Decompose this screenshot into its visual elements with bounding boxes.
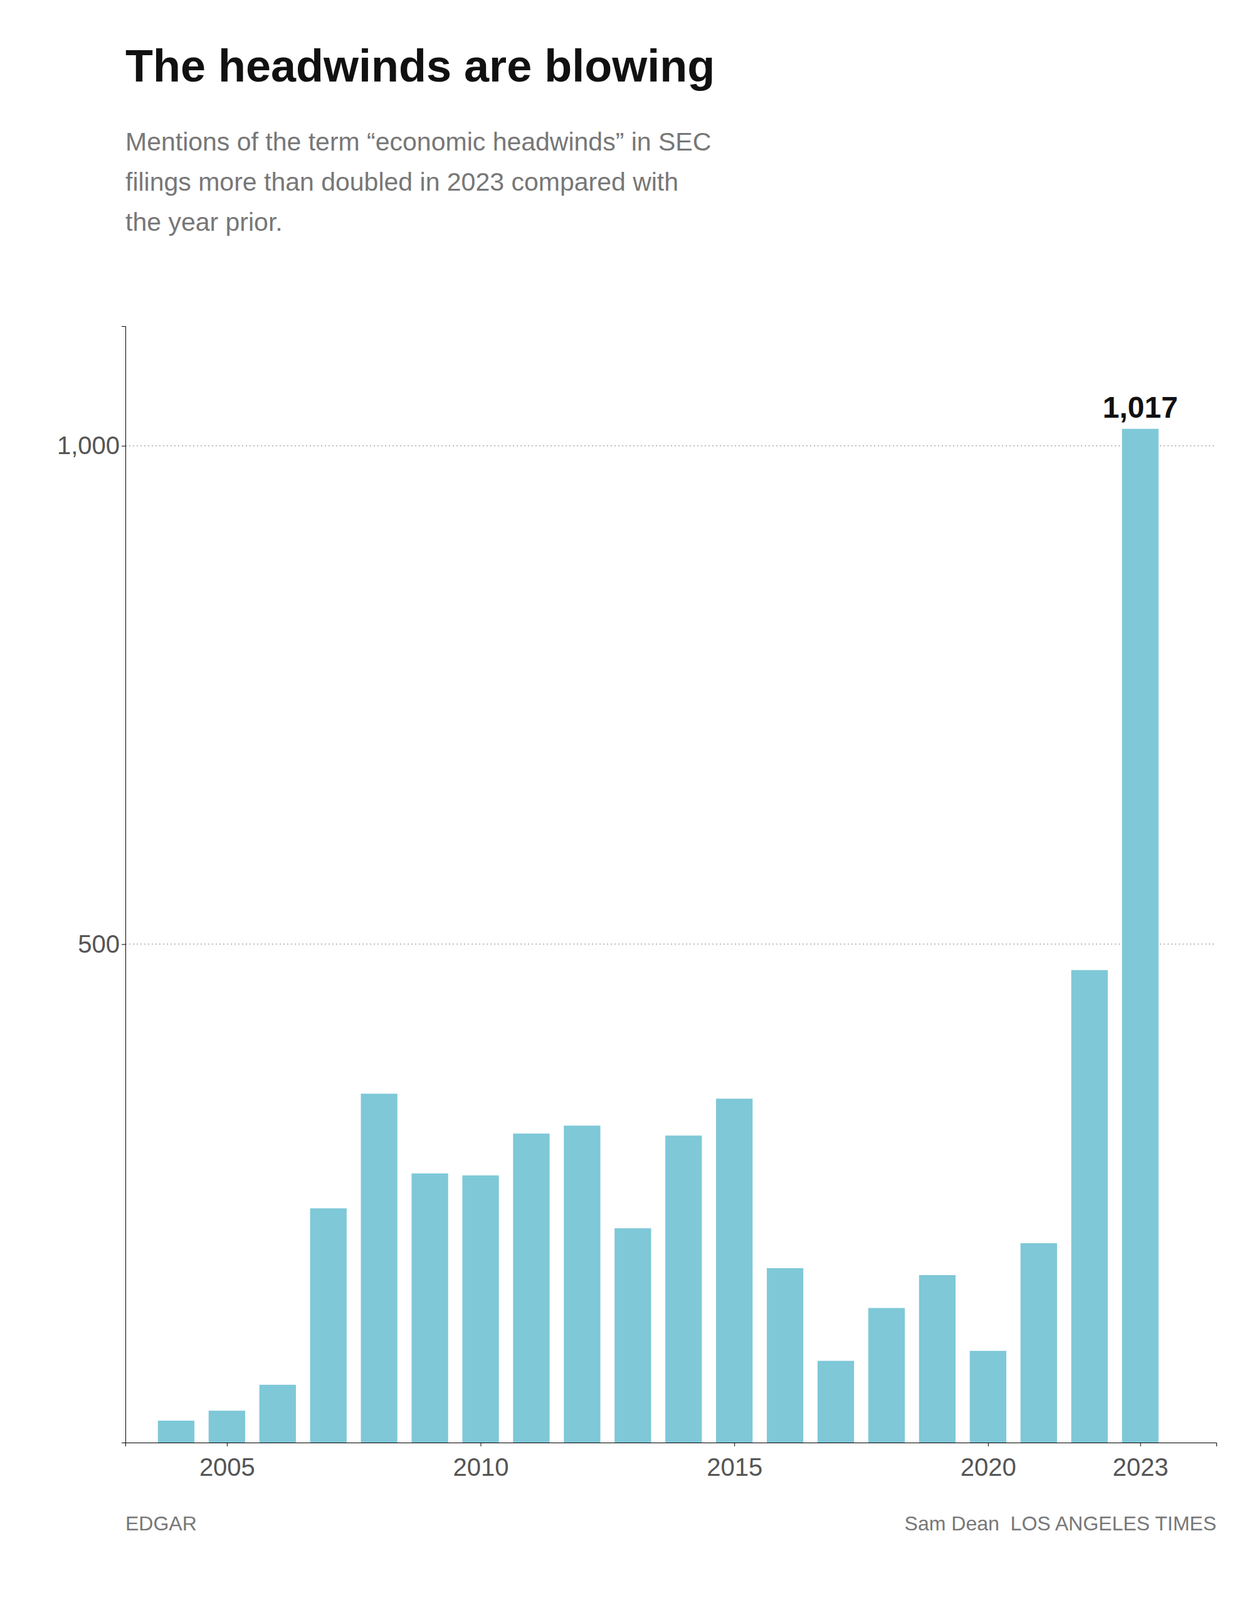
x-tick-mark: [988, 1442, 989, 1446]
bar: [1121, 428, 1159, 1443]
x-axis: 2005 2010 2015 2020 2023: [126, 1442, 1218, 1481]
x-tick: 2005: [199, 1442, 256, 1481]
bar: [1020, 1242, 1058, 1443]
bar: [817, 1360, 854, 1443]
subtitle: Mentions of the term “economic headwinds…: [125, 127, 712, 237]
x-tick: 2023: [1112, 1442, 1169, 1481]
bar: [259, 1384, 296, 1443]
grid-line: [125, 445, 1217, 447]
y-tick-mark: [121, 943, 126, 945]
x-tick-label: 2023: [1112, 1452, 1169, 1481]
x-tick-label: 2005: [199, 1452, 256, 1481]
credit: Sam Dean LOS ANGELES TIMES: [904, 1511, 1217, 1535]
bar: [868, 1307, 905, 1443]
y-axis: 500 1,000: [57, 326, 127, 1443]
bars: [158, 428, 1159, 1443]
bar: [614, 1227, 651, 1443]
bar: [665, 1135, 702, 1443]
x-axis-line: [126, 1442, 1218, 1447]
y-axis-line: [121, 326, 127, 1443]
x-tick: 2015: [706, 1442, 763, 1481]
y-tick: 1,000: [57, 431, 126, 459]
subtitle-line: the year prior.: [125, 207, 283, 237]
y-tick-label: 1,000: [57, 431, 120, 459]
x-tick-label: 2020: [960, 1452, 1017, 1481]
bar: [512, 1132, 550, 1443]
bar: [716, 1098, 753, 1443]
y-tick-label: 500: [77, 929, 120, 958]
x-tick: 2010: [453, 1442, 510, 1481]
x-tick-label: 2010: [453, 1452, 510, 1481]
x-tick-mark: [734, 1442, 735, 1446]
x-tick: 2020: [960, 1442, 1017, 1481]
annotation: 1,017: [1102, 390, 1179, 424]
grid: [125, 445, 1217, 945]
bar: [158, 1420, 195, 1443]
bar: [361, 1093, 398, 1443]
x-tick-mark: [226, 1442, 228, 1446]
x-tick-label: 2015: [706, 1452, 763, 1481]
x-tick-mark: [1140, 1442, 1142, 1446]
bar: [766, 1267, 804, 1443]
subtitle-line: Mentions of the term “economic headwinds…: [125, 127, 712, 157]
bar: [969, 1350, 1007, 1443]
title: The headwinds are blowing: [125, 40, 715, 91]
y-tick-mark: [121, 445, 126, 447]
bar: [919, 1274, 956, 1443]
bar: [411, 1173, 448, 1443]
x-tick-mark: [480, 1442, 482, 1446]
bar: [310, 1208, 347, 1443]
y-tick: 500: [77, 929, 126, 958]
source: EDGAR: [125, 1511, 197, 1535]
grid-line: [125, 943, 1217, 945]
bar: [208, 1410, 246, 1443]
chart-svg: The headwinds are blowing Mentions of the…: [0, 0, 1254, 1600]
bar: [1071, 969, 1108, 1443]
bar: [563, 1125, 601, 1443]
bar: [462, 1174, 499, 1443]
subtitle-line: filings more than doubled in 2023 compar…: [125, 167, 679, 197]
